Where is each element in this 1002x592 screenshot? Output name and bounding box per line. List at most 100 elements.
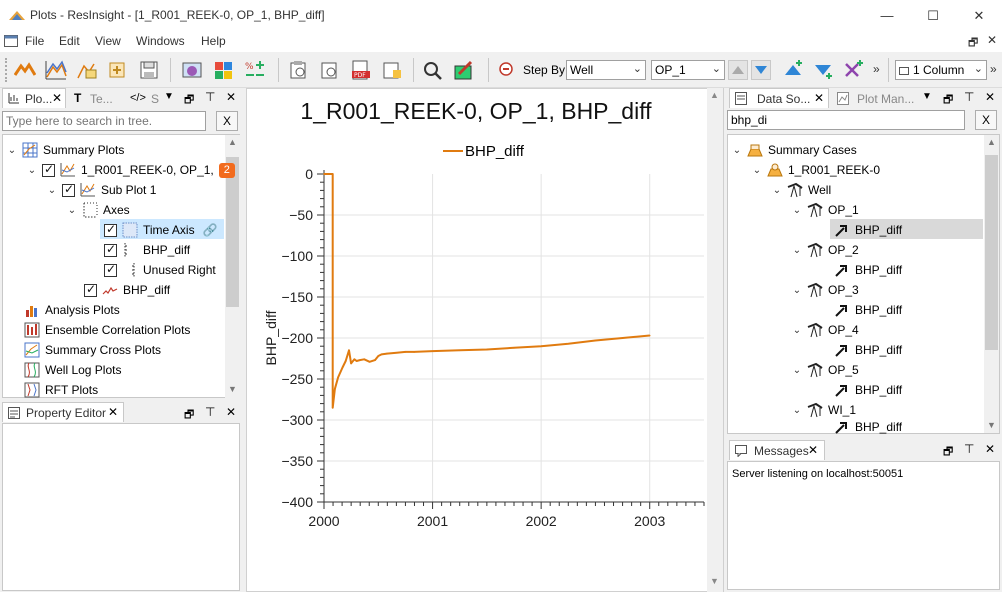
ds-item-vector-op1[interactable]: BHP_diff bbox=[834, 220, 902, 240]
dock-close-icon[interactable]: ✕ bbox=[985, 90, 996, 104]
ds-item-well-op4[interactable]: ⌄ OP_4 bbox=[791, 320, 859, 340]
menu-view[interactable]: View bbox=[95, 34, 121, 48]
mdi-close-icon[interactable]: ✕ bbox=[987, 33, 998, 47]
layout-select[interactable]: 1 Column ⌄ bbox=[895, 60, 987, 80]
tab-property-editor[interactable]: Property Editor ✕ bbox=[2, 402, 124, 422]
previous-button[interactable] bbox=[728, 60, 748, 80]
chevron-down-icon[interactable]: ⌄ bbox=[67, 204, 77, 216]
dock-float-icon[interactable]: 🗗 bbox=[184, 94, 195, 106]
tab-project-tree[interactable]: Plo... ✕ bbox=[2, 88, 66, 108]
add-curve-button[interactable] bbox=[780, 57, 806, 83]
toolbar-overflow-button[interactable]: » bbox=[873, 62, 880, 76]
add-well-button[interactable] bbox=[810, 57, 836, 83]
tree-item-left-axis[interactable]: BHP_diff bbox=[104, 240, 190, 260]
dock-close-icon[interactable]: ✕ bbox=[985, 442, 996, 456]
ds-item-case[interactable]: ⌄ 1_R001_REEK-0 bbox=[751, 160, 880, 180]
export-pdf-button[interactable]: PDF bbox=[348, 57, 374, 83]
series-line-BHP_diff[interactable] bbox=[324, 173, 650, 409]
chevron-down-icon[interactable]: ⌄ bbox=[27, 164, 37, 176]
ds-item-vector-op2[interactable]: BHP_diff bbox=[834, 260, 902, 280]
data-source-search-clear-button[interactable]: X bbox=[975, 110, 997, 130]
new-ensemble-plot-button[interactable] bbox=[43, 57, 69, 83]
dock-close-icon[interactable]: ✕ bbox=[226, 405, 237, 419]
dock-menu-icon[interactable]: ▼ bbox=[922, 91, 932, 102]
mdi-window-icon[interactable] bbox=[4, 35, 18, 47]
tab-plot-manager[interactable]: Plot Man... bbox=[832, 90, 918, 108]
snapshot-all-button[interactable] bbox=[379, 57, 405, 83]
snapshot-file-button[interactable] bbox=[317, 57, 343, 83]
ds-item-well-op3[interactable]: ⌄ OP_3 bbox=[791, 280, 859, 300]
new-well-plot-button[interactable] bbox=[74, 57, 100, 83]
new-summary-plot-button[interactable] bbox=[12, 57, 38, 83]
chevron-down-icon[interactable]: ⌄ bbox=[792, 204, 802, 216]
tree-item-plot[interactable]: ⌄ 1_R001_REEK-0, OP_1, 2 bbox=[26, 160, 235, 180]
close-icon[interactable]: ✕ bbox=[52, 91, 63, 105]
right-axis-checkbox[interactable] bbox=[104, 262, 117, 277]
dock-float-icon[interactable]: 🗗 bbox=[943, 94, 954, 106]
ds-item-well-op5[interactable]: ⌄ OP_5 bbox=[791, 360, 859, 380]
chart-canvas[interactable]: 0 −50 −100 −150 −200 −250 −300 −350 −400 2000 2001… bbox=[246, 160, 706, 540]
plot-scrollbar[interactable]: ▲ ▼ bbox=[707, 88, 723, 592]
data-sources-scrollbar[interactable]: ▲ ▼ bbox=[984, 135, 999, 433]
ds-item-well-op1[interactable]: ⌄ OP_1 bbox=[791, 200, 859, 220]
chevron-down-icon[interactable]: ⌄ bbox=[792, 284, 802, 296]
toolbar-overflow-button[interactable]: » bbox=[990, 62, 997, 76]
step-by-select[interactable]: Well ⌄ bbox=[566, 60, 646, 80]
tree-item-sub-plot[interactable]: ⌄ Sub Plot 1 bbox=[46, 180, 157, 200]
well-select[interactable]: OP_1 ⌄ bbox=[651, 60, 725, 80]
close-button[interactable]: ✕ bbox=[973, 7, 985, 23]
maximize-button[interactable]: ☐ bbox=[927, 7, 939, 23]
chevron-down-icon[interactable]: ⌄ bbox=[792, 404, 802, 416]
scrollbar-thumb[interactable] bbox=[985, 155, 998, 350]
minimize-button[interactable]: — bbox=[880, 8, 894, 23]
close-icon[interactable]: ✕ bbox=[814, 91, 825, 105]
dock-float-icon[interactable]: 🗗 bbox=[943, 446, 954, 458]
scrollbar-thumb[interactable] bbox=[226, 157, 239, 307]
left-axis-checkbox[interactable] bbox=[104, 242, 117, 257]
menu-edit[interactable]: Edit bbox=[59, 34, 80, 48]
menu-windows[interactable]: Windows bbox=[136, 34, 185, 48]
menu-file[interactable]: File bbox=[25, 34, 45, 48]
ds-item-vector-op4[interactable]: BHP_diff bbox=[834, 340, 902, 360]
tree-item-ensemble-correlation-plots[interactable]: Ensemble Correlation Plots bbox=[24, 320, 190, 340]
ds-item-summary-cases[interactable]: ⌄ Summary Cases bbox=[731, 140, 857, 160]
next-button[interactable] bbox=[751, 60, 771, 80]
sub-plot-checkbox[interactable] bbox=[62, 182, 75, 197]
dock-pin-icon[interactable]: ⊤ bbox=[964, 442, 975, 456]
chevron-down-icon[interactable]: ⌄ bbox=[792, 364, 802, 376]
tab-messages[interactable]: Messages ✕ bbox=[729, 440, 825, 460]
ds-item-vector-wi1[interactable]: BHP_diff bbox=[834, 420, 902, 434]
tab-data-sources[interactable]: Data So... ✕ bbox=[729, 88, 829, 108]
plot-checkbox[interactable] bbox=[42, 162, 55, 177]
ds-item-vector-op5[interactable]: BHP_diff bbox=[834, 380, 902, 400]
tree-item-summary-plots[interactable]: ⌄ Summary Plots bbox=[6, 140, 124, 160]
chevron-down-icon[interactable]: ⌄ bbox=[47, 184, 57, 196]
ds-item-vector-op3[interactable]: BHP_diff bbox=[834, 300, 902, 320]
data-source-search-input[interactable] bbox=[727, 110, 965, 130]
remove-button[interactable] bbox=[840, 57, 866, 83]
chevron-down-icon[interactable]: ⌄ bbox=[772, 184, 782, 196]
3d-view-button[interactable] bbox=[179, 57, 205, 83]
chevron-down-icon[interactable]: ⌄ bbox=[7, 144, 17, 156]
tree-item-time-axis[interactable]: Time Axis 🔗 bbox=[104, 220, 218, 240]
edit-plot-button[interactable] bbox=[451, 57, 477, 83]
tree-item-axes[interactable]: ⌄ Axes bbox=[66, 200, 130, 220]
import-button[interactable] bbox=[104, 57, 130, 83]
ds-item-well-wi1[interactable]: ⌄ WI_1 bbox=[791, 400, 856, 420]
chart-legend[interactable]: BHP_diff bbox=[443, 143, 524, 160]
tree-item-well-log-plots[interactable]: Well Log Plots bbox=[24, 360, 121, 380]
ds-item-well-category[interactable]: ⌄ Well bbox=[771, 180, 831, 200]
tree-item-curve[interactable]: BHP_diff bbox=[84, 280, 170, 300]
tab-text-editor[interactable]: T Te... bbox=[70, 90, 124, 108]
tree-item-rft-plots[interactable]: RFT Plots bbox=[24, 380, 98, 400]
tree-search-input[interactable] bbox=[2, 111, 206, 131]
snapshot-clipboard-button[interactable] bbox=[286, 57, 312, 83]
tree-item-analysis-plots[interactable]: Analysis Plots bbox=[24, 300, 120, 320]
menu-help[interactable]: Help bbox=[201, 34, 226, 48]
dock-menu-icon[interactable]: ▼ bbox=[164, 91, 174, 102]
toolbar-grip[interactable] bbox=[5, 58, 8, 82]
dock-close-icon[interactable]: ✕ bbox=[226, 90, 237, 104]
chevron-down-icon[interactable]: ⌄ bbox=[792, 244, 802, 256]
tree-search-clear-button[interactable]: X bbox=[216, 111, 238, 131]
chevron-down-icon[interactable]: ⌄ bbox=[792, 324, 802, 336]
